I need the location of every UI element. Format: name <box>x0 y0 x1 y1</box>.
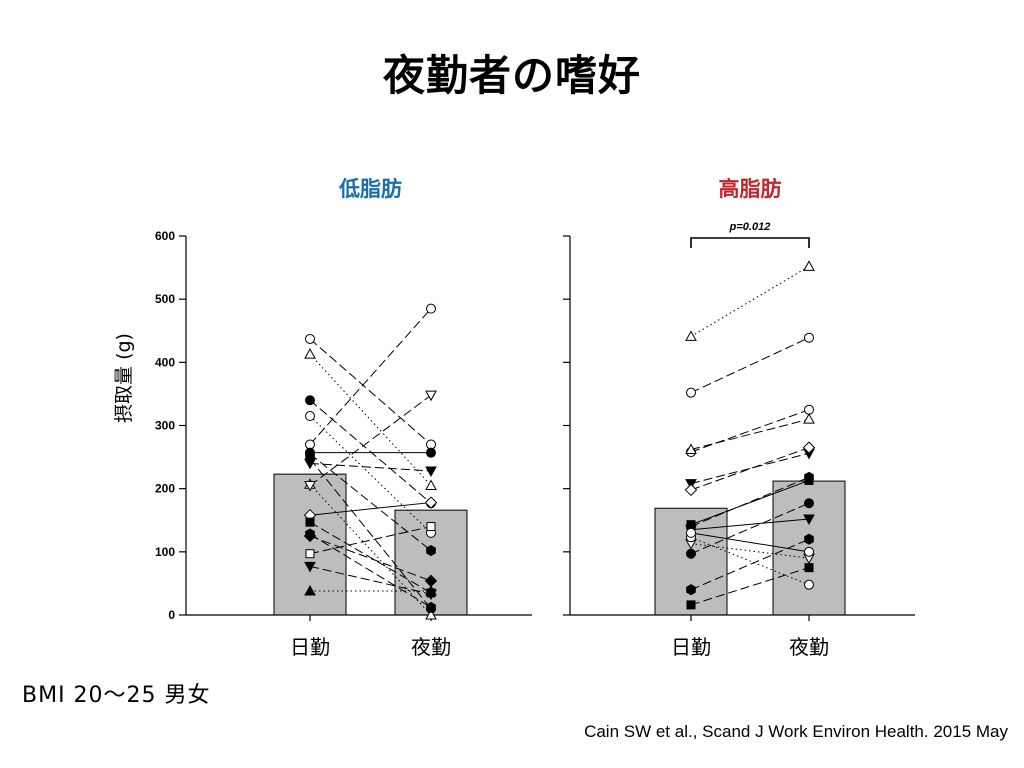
subject-line <box>309 399 432 504</box>
subject-point <box>686 584 696 596</box>
subject-point <box>804 404 814 415</box>
subject-line <box>690 476 810 528</box>
subject-point <box>804 546 814 557</box>
subject-point <box>426 522 436 532</box>
subject-point <box>426 303 436 314</box>
y-tick-label: 200 <box>155 482 175 496</box>
y-tick-label: 0 <box>168 608 175 622</box>
subject-line <box>309 394 432 486</box>
subject-point <box>304 584 316 596</box>
subject-line <box>690 538 810 591</box>
panel-title: 高脂肪 <box>719 177 782 201</box>
subject-point <box>426 447 436 458</box>
subject-line <box>309 458 432 609</box>
subject-point <box>305 448 315 460</box>
y-tick-label: 500 <box>155 292 175 306</box>
subject-point <box>305 411 315 422</box>
subject-point <box>305 517 315 527</box>
subject-point <box>426 545 436 557</box>
slide-title: 夜勤者の嗜好 <box>382 51 641 100</box>
subject-point <box>426 601 436 613</box>
x-category-label: 夜勤 <box>411 635 451 659</box>
subject-point <box>803 260 815 271</box>
x-category-label: 日勤 <box>671 635 711 659</box>
subject-point <box>686 600 696 610</box>
subject-line <box>309 462 432 472</box>
subject-line <box>690 452 810 485</box>
subject-line <box>690 543 810 559</box>
subject-point <box>305 439 315 450</box>
subject-point <box>804 332 814 343</box>
panel-title: 低脂肪 <box>338 177 402 201</box>
subject-line <box>690 337 810 394</box>
subject-point <box>425 390 437 402</box>
subject-line <box>690 518 810 531</box>
population-note: BMI 20～25 男女 <box>22 683 211 708</box>
subject-line <box>309 526 432 555</box>
subject-point <box>304 561 316 573</box>
subject-line <box>309 535 432 582</box>
subject-point <box>425 479 437 491</box>
significance-bracket <box>690 237 810 248</box>
subject-point <box>686 527 696 538</box>
subject-line <box>690 532 810 553</box>
x-category-label: 日勤 <box>290 635 330 659</box>
subject-line <box>690 479 810 526</box>
subject-line <box>309 338 432 445</box>
subject-point <box>685 330 697 341</box>
subject-line <box>690 447 810 491</box>
subject-point <box>686 548 696 559</box>
subject-point <box>804 579 814 590</box>
subject-line <box>309 415 432 534</box>
subject-line <box>309 533 432 608</box>
subject-line <box>690 409 810 453</box>
subject-point <box>304 481 316 492</box>
subject-line <box>309 353 432 486</box>
subject-point <box>425 466 437 478</box>
subject-point <box>803 514 815 526</box>
subject-point <box>304 348 316 359</box>
subject-point <box>804 475 814 485</box>
subject-point <box>804 563 814 573</box>
subject-line <box>309 565 432 595</box>
subject-point <box>305 333 315 344</box>
subject-line <box>690 567 810 606</box>
y-tick-label: 300 <box>155 419 175 433</box>
subject-line <box>690 536 810 586</box>
subject-point <box>804 533 814 545</box>
subject-point <box>803 413 815 424</box>
subject-point <box>425 584 437 596</box>
subject-point <box>305 395 315 406</box>
subject-line <box>690 265 810 337</box>
subject-line <box>309 502 432 516</box>
y-tick-label: 100 <box>155 545 175 559</box>
significance-label: p=0.012 <box>729 221 771 233</box>
subject-point <box>684 483 698 497</box>
subject-line <box>309 521 432 594</box>
subject-line <box>309 308 432 445</box>
subject-point <box>686 387 696 398</box>
citation: Cain SW et al., Scand J Work Environ Hea… <box>584 722 1008 741</box>
subject-line <box>690 502 810 555</box>
subject-point <box>804 498 814 509</box>
y-axis-label: 摂取量 (g) <box>113 333 135 423</box>
subject-line <box>690 418 810 450</box>
subject-point <box>425 608 437 620</box>
subject-point <box>305 549 315 559</box>
x-category-label: 夜勤 <box>789 635 829 659</box>
subject-point <box>802 441 816 454</box>
y-tick-label: 400 <box>155 355 175 369</box>
subject-point <box>303 529 317 543</box>
subject-point <box>426 439 436 450</box>
subject-point <box>424 496 438 509</box>
y-tick-label: 600 <box>155 229 175 243</box>
subject-point <box>685 443 697 455</box>
